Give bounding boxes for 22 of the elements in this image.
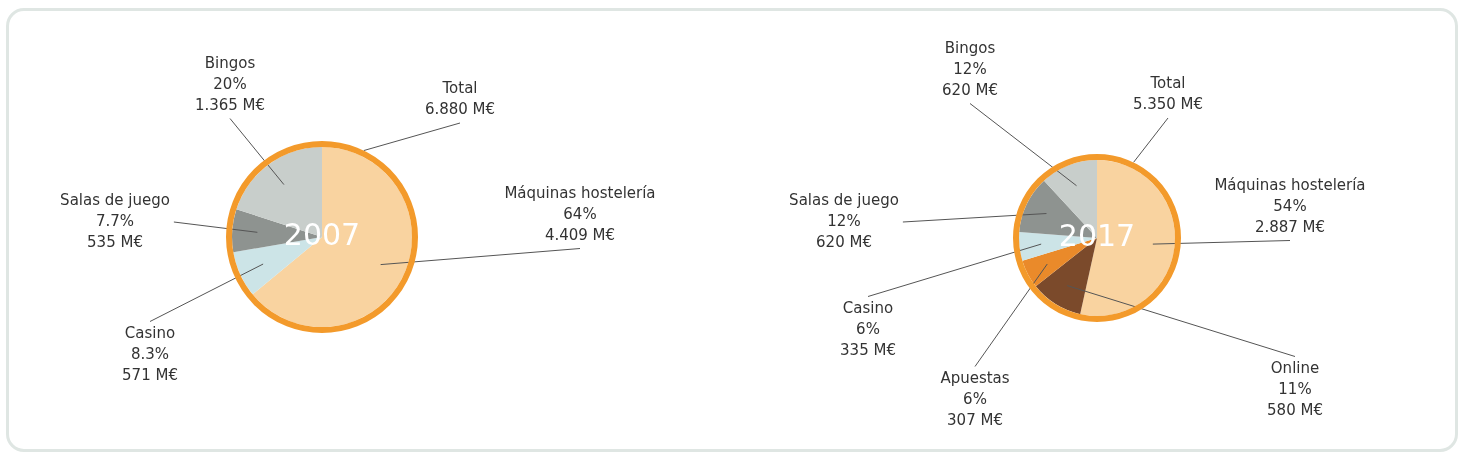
slice-label: Apuestas bbox=[940, 368, 1010, 387]
data-label: 20% 1.365 M€ bbox=[194, 74, 266, 114]
data-label: 12% 620 M€ bbox=[942, 59, 998, 99]
data-label: 6% 307 M€ bbox=[947, 389, 1003, 429]
data-label: 64% 4.409 M€ bbox=[544, 204, 616, 244]
slice-label: Salas de juego bbox=[60, 190, 170, 209]
data-label: 11% 580 M€ bbox=[1267, 379, 1323, 419]
data-label: 7.7% 535 M€ bbox=[87, 211, 143, 251]
slice-label: Casino bbox=[842, 298, 894, 317]
text: Total 5.350 M€ bbox=[1132, 74, 1204, 114]
slice-label: Online bbox=[1270, 358, 1320, 377]
data-label: 12% 620 M€ bbox=[816, 211, 872, 251]
slice-label: Bingos bbox=[204, 53, 256, 72]
slice-label: Máquinas hostelería bbox=[1214, 175, 1366, 194]
slice-label: Máquinas hostelería bbox=[504, 183, 656, 202]
slice-label: Casino bbox=[124, 323, 176, 342]
text: Total 6.880 M€ bbox=[424, 79, 496, 119]
slice-label: Bingos bbox=[944, 38, 996, 57]
data-label: 54% 2.887 M€ bbox=[1254, 196, 1326, 236]
slice-label: Salas de juego bbox=[789, 190, 899, 209]
data-label: 8.3% 571 M€ bbox=[122, 344, 178, 384]
data-label: 6% 335 M€ bbox=[840, 319, 896, 359]
